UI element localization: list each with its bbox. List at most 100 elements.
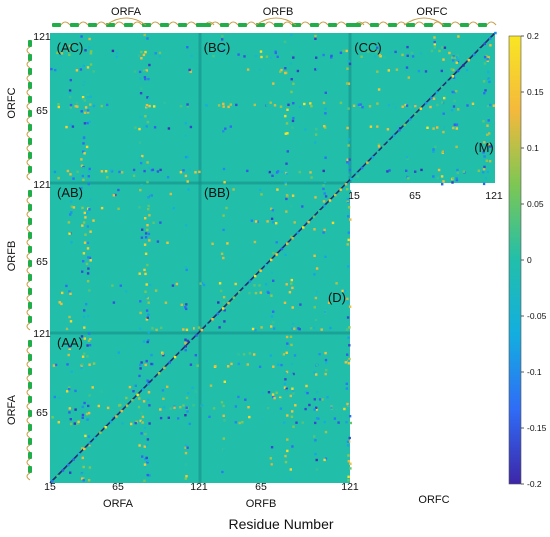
diagonal-cell <box>61 469 65 472</box>
loop-segment <box>26 346 31 355</box>
heat-cell <box>138 444 141 447</box>
heat-cell <box>348 326 351 329</box>
heat-cell <box>69 213 72 216</box>
heat-cell <box>161 406 165 409</box>
heat-cell <box>132 390 135 393</box>
heat-cell <box>348 436 351 440</box>
heat-cell <box>487 71 490 75</box>
heat-cell <box>144 236 148 239</box>
heat-cell <box>88 37 91 41</box>
diagonal-cell <box>446 80 449 83</box>
heat-cell <box>185 224 188 227</box>
heat-cell <box>394 106 397 109</box>
heat-cell <box>81 193 85 196</box>
heat-cell <box>216 291 220 294</box>
helix-segment <box>28 218 32 225</box>
heat-cell <box>88 256 92 260</box>
helix-segment <box>28 190 32 197</box>
heat-cell <box>205 104 208 107</box>
heat-cell <box>315 290 319 293</box>
diagonal-cell <box>125 404 129 407</box>
heat-cell <box>482 168 486 171</box>
heat-cell <box>201 404 204 407</box>
heat-cell <box>289 335 293 338</box>
heat-cell <box>322 53 325 57</box>
heat-cell <box>314 296 318 300</box>
loop-segment <box>300 21 311 26</box>
heat-cell <box>68 89 72 92</box>
heat-cell <box>82 315 86 318</box>
heat-cell <box>273 104 277 107</box>
top-chain-label: ORFA <box>111 6 142 18</box>
helix-segment <box>310 23 319 27</box>
heat-cell <box>182 404 185 407</box>
heat-cell <box>290 235 293 238</box>
heat-cell <box>254 291 258 295</box>
heat-cell <box>223 449 226 452</box>
heat-cell <box>188 422 191 426</box>
heat-cell <box>317 417 320 420</box>
heat-cell <box>89 95 92 98</box>
heat-cell <box>222 404 225 408</box>
heat-cell <box>253 240 257 244</box>
heat-cell <box>112 301 116 304</box>
heat-cell <box>482 80 486 83</box>
diagonal-cell <box>478 48 481 51</box>
heat-cell <box>286 150 289 153</box>
colorbar-tick-label: -0.1 <box>527 367 542 377</box>
heat-cell <box>150 353 153 357</box>
helix-segment <box>178 23 187 27</box>
heat-cell <box>290 282 293 285</box>
heat-cell <box>87 411 91 415</box>
heat-cell <box>144 70 147 74</box>
heat-cell <box>322 101 326 105</box>
heat-cell <box>69 78 72 82</box>
heat-cell <box>184 349 187 352</box>
heat-cell <box>140 236 144 239</box>
colorbar-tick-label: -0.2 <box>527 479 542 489</box>
diagonal-cell <box>147 382 150 386</box>
diagonal-cell <box>392 134 396 137</box>
heat-cell <box>238 421 241 425</box>
loop-segment <box>26 210 31 219</box>
heat-cell <box>347 138 351 141</box>
colorbar-tick-label: 0.1 <box>527 143 539 153</box>
heat-cell <box>466 104 469 107</box>
heat-cell <box>112 194 116 197</box>
heat-cell <box>346 126 349 130</box>
heat-cell <box>148 404 151 407</box>
heat-cell <box>313 408 316 411</box>
heat-cell <box>432 148 435 151</box>
heat-cell <box>147 479 151 482</box>
heat-cell <box>453 123 456 126</box>
heat-cell <box>158 55 162 58</box>
heat-cell <box>299 105 302 109</box>
heat-cell <box>269 56 273 59</box>
heat-cell <box>237 353 240 356</box>
heat-cell <box>80 35 83 38</box>
helix-segment <box>28 68 32 75</box>
heat-cell <box>154 289 158 292</box>
heat-cell <box>314 318 318 322</box>
heat-cell <box>285 389 289 392</box>
heat-cell <box>135 420 138 423</box>
heat-cell <box>143 243 147 246</box>
diagonal-cell <box>360 166 364 170</box>
heat-cell <box>116 51 119 55</box>
heat-cell <box>147 313 150 316</box>
heat-cell <box>144 432 147 436</box>
heat-cell <box>248 415 251 419</box>
heat-cell <box>270 315 274 318</box>
heat-cell <box>347 173 350 177</box>
heat-cell <box>104 170 108 173</box>
heat-cell <box>141 421 144 424</box>
heat-cell <box>220 401 224 404</box>
heat-cell <box>271 187 275 190</box>
heat-cell <box>320 328 323 331</box>
heat-cell <box>134 421 137 425</box>
heat-cell <box>455 123 459 126</box>
heat-cell <box>75 102 79 105</box>
colorbar-gradient <box>508 35 522 485</box>
heat-cell <box>360 55 363 58</box>
heat-cell <box>69 106 72 109</box>
